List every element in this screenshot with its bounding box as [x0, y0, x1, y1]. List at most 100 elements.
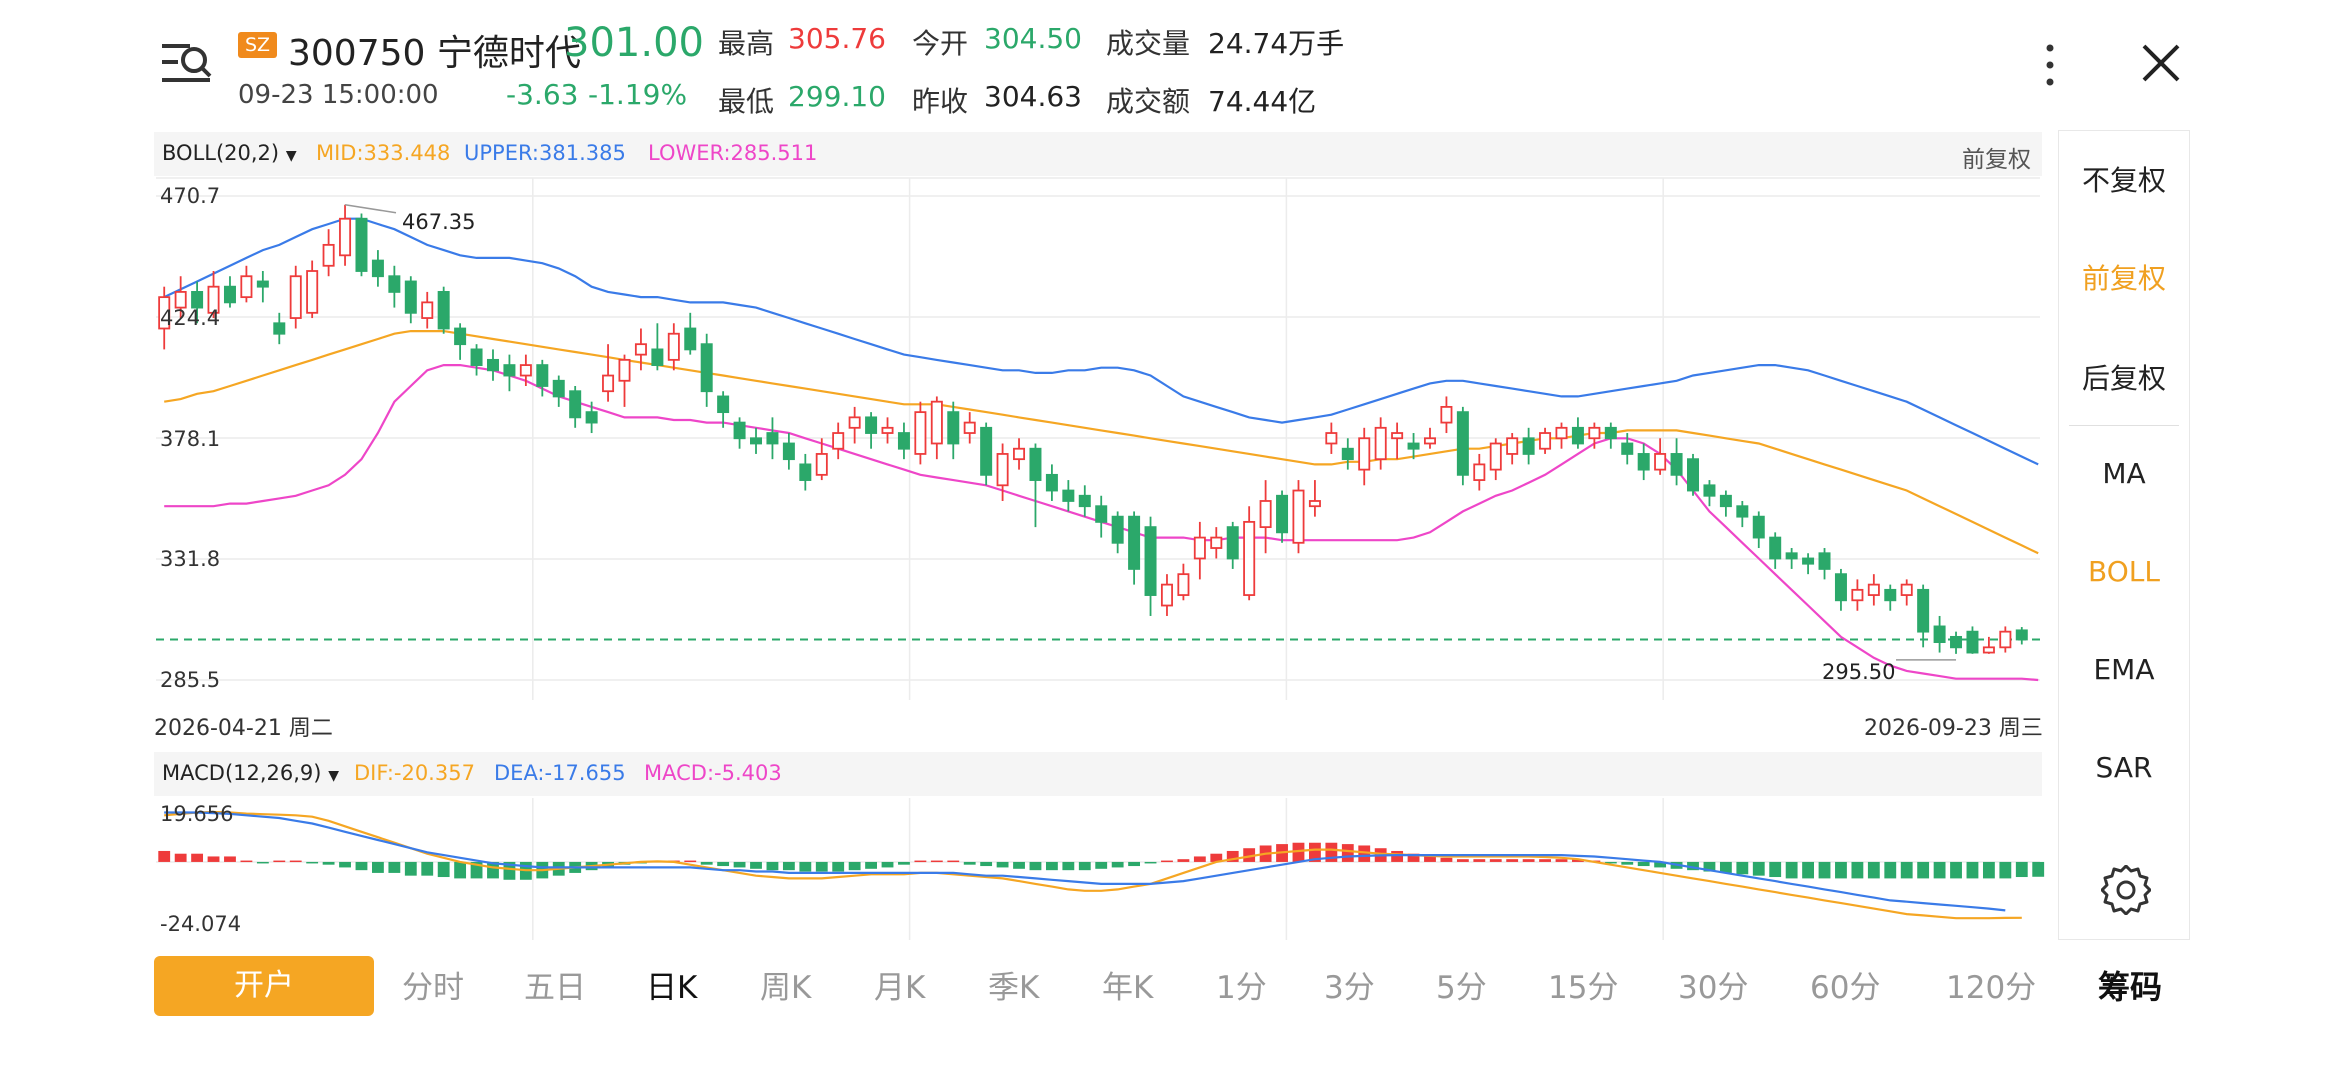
candle-down: [1785, 552, 1798, 560]
candle-down: [1736, 505, 1749, 518]
candle-up: [1193, 536, 1206, 560]
tab-30min[interactable]: 30分: [1678, 970, 1749, 1006]
candle-up: [1851, 588, 1864, 602]
sidebar-item-ma[interactable]: MA: [2102, 457, 2146, 490]
macd-bar: [1818, 861, 1831, 879]
sidebar-divider: [2069, 425, 2179, 426]
macd-bar: [404, 861, 417, 876]
boll-indicator-selector[interactable]: BOLL(20,2) ▼: [162, 141, 297, 165]
candle-up: [240, 275, 253, 299]
candle-down: [404, 280, 417, 314]
search-list-icon[interactable]: [160, 38, 214, 92]
macd-bar: [914, 860, 927, 863]
macd-bar: [1506, 859, 1519, 862]
macd-bar: [487, 861, 499, 879]
candle-up: [848, 416, 861, 429]
macd-indicator-name: MACD(12,26,9): [162, 761, 322, 785]
stat-label-turnover: 成交额: [1106, 85, 1191, 118]
macd-bar: [1029, 861, 1042, 871]
stat-value-volume: 24.74万手: [1208, 27, 1345, 60]
macd-bar: [256, 861, 269, 864]
candle-down: [191, 291, 204, 309]
tab-5min[interactable]: 5分: [1436, 970, 1487, 1006]
tab-60min[interactable]: 60分: [1810, 970, 1881, 1006]
macd-bar: [1950, 861, 1962, 879]
macd-bar: [1621, 861, 1634, 865]
candle-down: [437, 291, 450, 330]
macd-bar: [1752, 861, 1765, 876]
gear-icon[interactable]: [2101, 865, 2151, 915]
sidebar-item-sar[interactable]: SAR: [2095, 751, 2153, 784]
candle-down: [1621, 442, 1634, 455]
tab-quarterly-k[interactable]: 季K: [988, 970, 1040, 1006]
sidebar-item-boll[interactable]: BOLL: [2088, 555, 2160, 588]
candle-up: [289, 275, 302, 319]
macd-bar: [1555, 859, 1568, 862]
tab-daily-k[interactable]: 日K: [646, 970, 698, 1006]
candle-down: [1062, 489, 1075, 502]
macd-bar: [1292, 842, 1305, 862]
candle-down: [585, 411, 598, 424]
candle-down: [503, 364, 516, 377]
candle-down: [733, 421, 746, 440]
more-vertical-icon[interactable]: [2040, 40, 2060, 90]
y-axis-label-top: 470.7: [160, 184, 221, 208]
macd-bar: [1177, 859, 1190, 862]
macd-bar: [1391, 850, 1404, 862]
tab-monthly-k[interactable]: 月K: [874, 970, 926, 1006]
macd-y-top-label: 19.656: [160, 802, 234, 826]
tab-15min[interactable]: 15分: [1548, 970, 1619, 1006]
tab-weekly-k[interactable]: 周K: [760, 970, 812, 1006]
tab-five-day[interactable]: 五日: [524, 970, 586, 1006]
open-account-button[interactable]: 开户: [154, 956, 374, 1016]
stat-label-volume: 成交量: [1106, 27, 1191, 60]
macd-bar: [1095, 861, 1108, 869]
macd-bar: [1111, 861, 1124, 868]
macd-bar: [437, 861, 450, 878]
candle-down: [980, 426, 993, 476]
stat-label-high: 最高: [718, 27, 775, 60]
macd-bar: [1193, 856, 1206, 862]
sidebar-item-no-adjust[interactable]: 不复权: [2081, 164, 2166, 197]
candle-down: [1522, 437, 1535, 455]
tab-intraday[interactable]: 分时: [402, 970, 464, 1006]
candle-down: [947, 411, 960, 445]
macd-bar: [1243, 848, 1256, 862]
macd-dif-value: DIF:-20.357: [354, 761, 475, 785]
candle-up: [1588, 426, 1601, 440]
candle-down: [1276, 494, 1289, 534]
tab-yearly-k[interactable]: 年K: [1102, 970, 1154, 1006]
macd-bar: [1966, 861, 1979, 879]
sidebar-item-backward-adjust[interactable]: 后复权: [2081, 362, 2166, 395]
boll-indicator-bar: [154, 132, 2042, 176]
macd-bar: [273, 860, 286, 863]
stat-value-open: 304.50: [984, 22, 1082, 55]
macd-bar: [1654, 861, 1667, 868]
tab-120min[interactable]: 120分: [1946, 970, 2037, 1006]
y-axis-label-4: 331.8: [160, 547, 221, 571]
macd-bar: [930, 860, 943, 863]
boll-mid-line: [164, 330, 2039, 555]
candle-down: [1769, 536, 1782, 560]
quote-datetime: 09-23 15:00:00: [238, 80, 439, 110]
candle-down: [1637, 453, 1650, 471]
macd-bar: [355, 861, 368, 871]
chip-distribution-tab[interactable]: 筹码: [2098, 968, 2163, 1006]
candle-up: [1292, 489, 1305, 544]
sidebar-item-ema[interactable]: EMA: [2093, 653, 2155, 686]
candle-down: [799, 463, 812, 481]
macd-bar: [388, 861, 401, 873]
sidebar-item-forward-adjust[interactable]: 前复权: [2081, 262, 2166, 295]
tab-3min[interactable]: 3分: [1324, 970, 1375, 1006]
tab-1min[interactable]: 1分: [1216, 970, 1267, 1006]
macd-bar: [947, 860, 960, 863]
macd-indicator-selector[interactable]: MACD(12,26,9) ▼: [162, 761, 339, 785]
candle-down: [536, 364, 549, 387]
candle-up: [1325, 432, 1338, 445]
close-icon[interactable]: [2140, 42, 2182, 84]
candle-up: [1243, 520, 1256, 596]
macd-bar: [750, 861, 762, 869]
candle-down: [1966, 630, 1979, 654]
macd-bar: [1637, 861, 1650, 867]
